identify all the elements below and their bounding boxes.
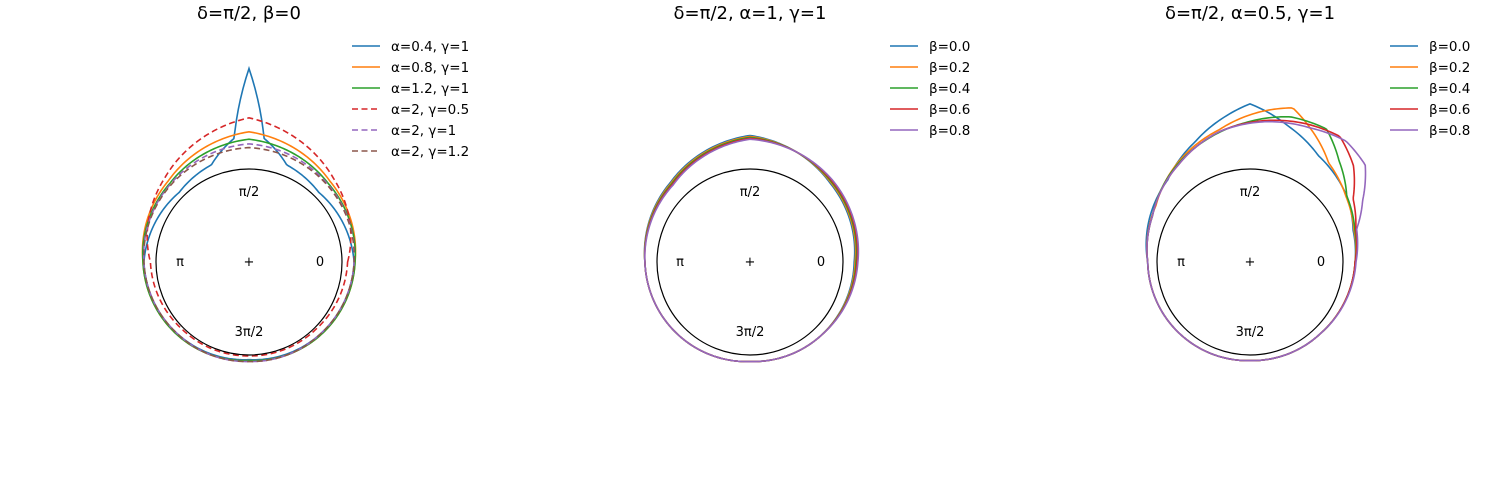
panel-3-legend-label-1: β=0.0 — [1429, 39, 1470, 55]
panel-2-legend: β=0.0 β=0.2 β=0.4 β=0.6 β=0.8 — [890, 39, 970, 139]
panel-3: δ=π/2, α=0.5, γ=1 π/2 π + 0 3π/2 β=0.0β=… — [1145, 3, 1470, 362]
panel-2-label-three-pi-half: 3π/2 — [736, 325, 765, 340]
panel-1-label-pi-half: π/2 — [239, 185, 259, 200]
panel-2: δ=π/2, α=1, γ=1 π/2 π + 0 3π/2 β=0.0β=0.… — [643, 3, 970, 363]
panel-1-legend-label-1: α=0.4, γ=1 — [391, 39, 469, 55]
panel-1-base-circle — [155, 168, 343, 356]
panel-3-label-three-pi-half: 3π/2 — [1236, 325, 1265, 340]
panel-3-legend-label-3: β=0.4 — [1429, 81, 1470, 97]
panel-2-legend-label-2: β=0.2 — [929, 60, 970, 76]
panel-1-legend-label-5: α=2, γ=1 — [391, 123, 456, 139]
panel-1-label-three-pi-half: 3π/2 — [235, 325, 264, 340]
panel-3-legend: β=0.0 β=0.2 β=0.4 β=0.6 β=0.8 — [1390, 39, 1470, 139]
panel-1-legend-label-6: α=2, γ=1.2 — [391, 144, 469, 160]
panel-1: δ=π/2, β=0 π/2 π + 0 3π/2 α=0.4, γ=1α=0.… — [141, 3, 469, 363]
panel-2-label-pi-half: π/2 — [740, 185, 760, 200]
panel-2-legend-label-4: β=0.6 — [929, 102, 970, 118]
panel-2-legend-label-3: β=0.4 — [929, 81, 970, 97]
panel-1-label-pi: π — [176, 255, 184, 270]
panel-1-legend: α=0.4, γ=1 α=0.8, γ=1 α=1.2, γ=1 α=2, γ=0.5… — [352, 39, 469, 160]
panel-1-legend-label-3: α=1.2, γ=1 — [391, 81, 469, 97]
panel-2-legend-label-1: β=0.0 — [929, 39, 970, 55]
panel-3-label-pi: π — [1177, 255, 1185, 270]
panel-1-legend-label-4: α=2, γ=0.5 — [391, 102, 469, 118]
panel-3-series-2-line — [1146, 107, 1357, 362]
panel-3-legend-label-4: β=0.6 — [1429, 102, 1470, 118]
panel-3-series-5-line — [1146, 120, 1367, 362]
panel-1-title: δ=π/2, β=0 — [197, 3, 301, 24]
panel-3-series-1-line — [1145, 103, 1357, 362]
panel-2-legend-label-5: β=0.8 — [929, 123, 970, 139]
panel-1-series-1-line — [143, 65, 355, 361]
panel-2-label-center: + — [745, 255, 756, 270]
panel-2-series-group — [643, 134, 860, 363]
panel-1-legend-label-2: α=0.8, γ=1 — [391, 60, 469, 76]
panel-1-series-6-line — [142, 146, 356, 363]
panel-3-label-zero: 0 — [1317, 255, 1325, 270]
panel-2-label-pi: π — [676, 255, 684, 270]
panel-2-title: δ=π/2, α=1, γ=1 — [674, 3, 827, 24]
panel-3-title: δ=π/2, α=0.5, γ=1 — [1165, 3, 1335, 24]
panel-1-series-4-line — [146, 117, 352, 357]
panel-3-label-center: + — [1245, 255, 1256, 270]
panel-3-series-group — [1145, 103, 1367, 362]
panel-3-label-pi-half: π/2 — [1240, 185, 1260, 200]
panel-2-base-circle — [656, 168, 844, 356]
panel-1-series-5-line — [142, 143, 356, 363]
panel-1-label-center: + — [244, 255, 255, 270]
panel-2-series-5-line — [644, 138, 860, 363]
panel-3-legend-label-2: β=0.2 — [1429, 60, 1470, 76]
panel-3-legend-label-5: β=0.8 — [1429, 123, 1470, 139]
panel-3-base-circle — [1156, 168, 1344, 356]
panel-1-label-zero: 0 — [316, 255, 324, 270]
panel-1-series-group — [141, 65, 357, 363]
panel-2-label-zero: 0 — [817, 255, 825, 270]
